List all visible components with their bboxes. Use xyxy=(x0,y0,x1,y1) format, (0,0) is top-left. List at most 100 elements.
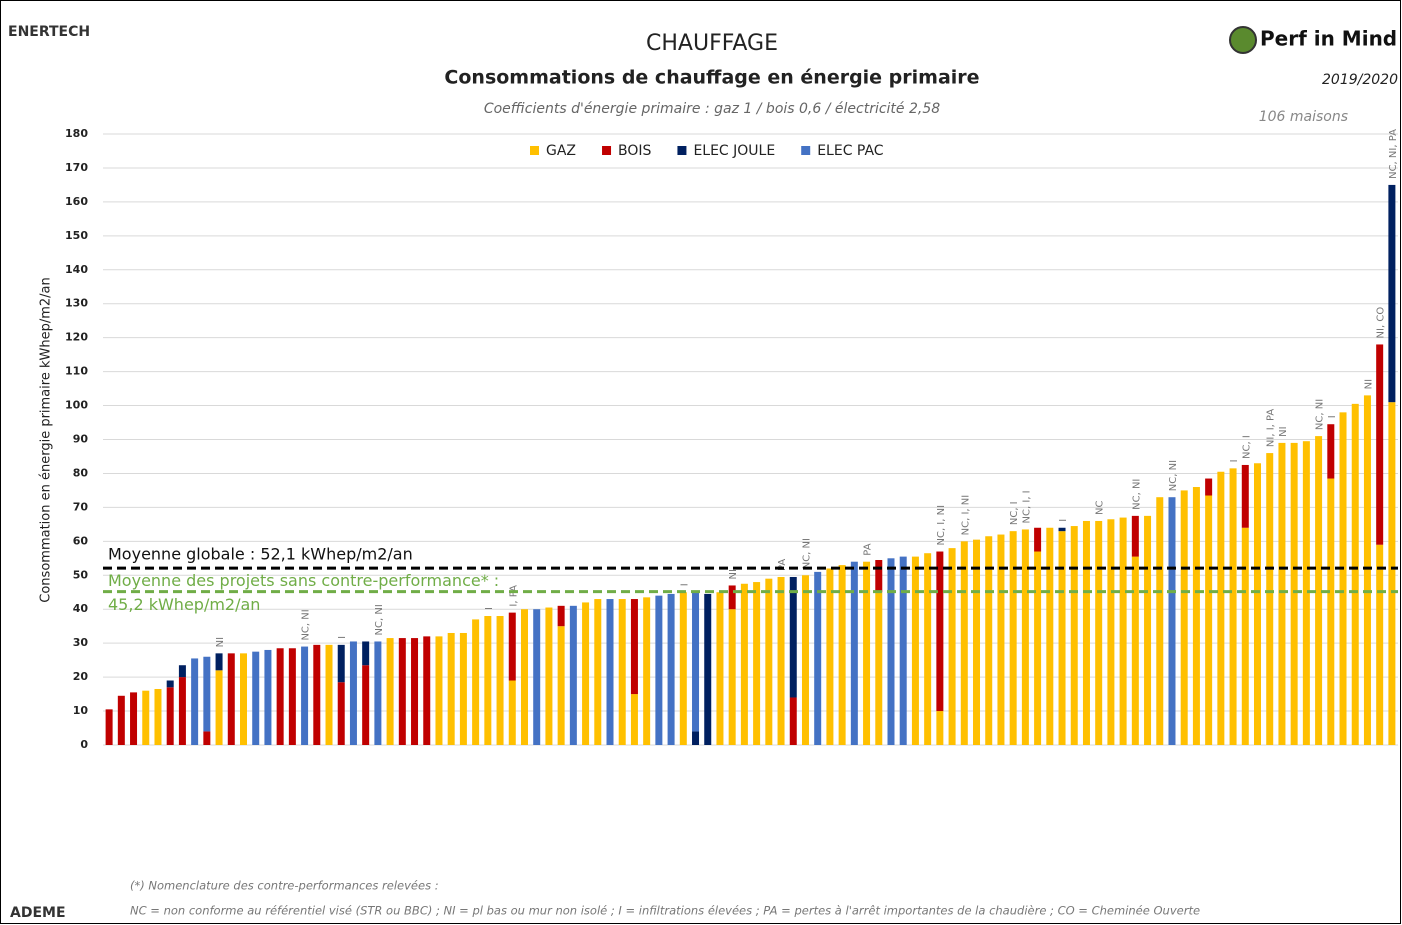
bar-segment xyxy=(166,680,174,688)
bar-segment xyxy=(1021,529,1029,745)
period: 2019/2020 xyxy=(1322,72,1398,88)
bar-segment xyxy=(960,541,968,745)
bar-segment xyxy=(178,677,186,745)
brand-left: ENERTECH xyxy=(8,24,90,40)
bar-segment xyxy=(643,597,651,745)
bar-annotation: NI xyxy=(728,569,739,579)
bar-annotation: NI xyxy=(1278,426,1289,436)
bar-annotation: NC, I, NI xyxy=(936,505,947,546)
bar-segment xyxy=(1107,519,1115,745)
bar-segment xyxy=(985,536,993,745)
bar-segment xyxy=(545,607,553,745)
bar-segment xyxy=(337,682,345,745)
y-tick-label: 0 xyxy=(80,738,88,751)
bar-segment xyxy=(814,571,822,745)
bar-segment xyxy=(362,665,370,745)
bar-annotation: NC, NI xyxy=(1168,460,1179,491)
bar-segment xyxy=(1388,184,1396,403)
y-tick-label: 20 xyxy=(73,670,89,683)
y-axis-title: Consommation en énergie primaire kWhep/m… xyxy=(39,277,54,602)
reference-label: Moyenne globale : 52,1 kWhep/m2/an xyxy=(108,545,413,564)
bar-segment xyxy=(582,602,590,745)
bar-segment xyxy=(325,644,333,745)
y-tick-label: 50 xyxy=(73,568,89,581)
reference-label: Moyenne des projets sans contre-performa… xyxy=(108,571,499,590)
bar-segment xyxy=(1290,442,1298,745)
bar-segment xyxy=(1376,344,1384,545)
bar-segment xyxy=(765,578,773,745)
bar-segment xyxy=(215,653,223,671)
y-tick-label: 30 xyxy=(73,636,89,649)
bar-segment xyxy=(1192,487,1200,745)
bar-segment xyxy=(435,636,443,745)
bar-segment xyxy=(863,561,871,745)
bar-segment xyxy=(1058,531,1066,745)
bar-segment xyxy=(899,556,907,745)
bar-segment xyxy=(875,560,883,593)
bar-annotation: PA xyxy=(777,559,788,571)
bar-segment xyxy=(362,641,370,666)
y-tick-label: 180 xyxy=(65,127,88,140)
bar-annotation: NC, I xyxy=(1241,435,1252,459)
bar-segment xyxy=(1351,403,1359,745)
logo: Perf in Mind xyxy=(1260,27,1397,51)
bar-segment xyxy=(569,605,577,745)
bar-segment xyxy=(740,583,748,745)
bar-segment xyxy=(728,585,736,610)
bar-segment xyxy=(496,616,504,745)
y-tick-label: 110 xyxy=(65,365,88,378)
bar-annotation: I xyxy=(1327,415,1338,418)
bar-segment xyxy=(215,670,223,745)
bar-segment xyxy=(1034,527,1042,552)
legend-swatch xyxy=(602,146,612,155)
legend-swatch xyxy=(801,146,811,155)
bar-segment xyxy=(533,609,541,745)
bar-annotation: NC, I xyxy=(1009,501,1020,525)
bar-segment xyxy=(264,649,272,745)
bar-segment xyxy=(191,658,199,745)
bar-segment xyxy=(1278,442,1286,745)
bar-segment xyxy=(1327,478,1335,745)
bar-segment xyxy=(252,651,260,745)
bar-segment xyxy=(1205,478,1213,496)
y-tick-label: 160 xyxy=(65,195,88,208)
bar-segment xyxy=(557,605,565,627)
footnote-title: (*) Nomenclature des contre-performances… xyxy=(130,879,439,893)
y-tick-label: 120 xyxy=(65,331,88,344)
bar-segment xyxy=(1217,471,1225,745)
bar-segment xyxy=(973,539,981,745)
legend-swatch xyxy=(530,146,539,155)
bar-segment xyxy=(1315,436,1323,745)
bar-annotation: NC, NI xyxy=(301,609,312,640)
bar-segment xyxy=(716,592,724,745)
bar-segment xyxy=(777,576,785,745)
bar-segment xyxy=(557,626,565,745)
bar-segment xyxy=(789,697,797,745)
bar-segment xyxy=(936,711,944,745)
reference-label: 45,2 kWhep/m2/an xyxy=(108,595,260,614)
bar-segment xyxy=(1119,517,1127,745)
bar-segment xyxy=(753,582,761,745)
bar-segment xyxy=(667,593,675,745)
bar-annotation: NC, NI xyxy=(1315,399,1326,430)
bar-segment xyxy=(447,632,455,745)
y-tick-label: 40 xyxy=(73,602,89,615)
bar-segment xyxy=(411,638,419,745)
bar-segment xyxy=(618,599,626,745)
bar-segment xyxy=(484,616,492,745)
bar-segment xyxy=(655,595,663,745)
bar-segment xyxy=(1339,412,1347,745)
bar-annotation: I xyxy=(1229,459,1240,462)
bar-segment xyxy=(423,636,431,745)
brand-bottom: ADEME xyxy=(10,905,66,921)
bar-segment xyxy=(1156,497,1164,745)
bar-segment xyxy=(520,609,528,745)
bar-segment xyxy=(337,644,345,683)
bar-annotation: I xyxy=(679,583,690,586)
legend-label: BOIS xyxy=(618,143,652,159)
y-tick-label: 70 xyxy=(73,500,89,513)
bar-segment xyxy=(936,551,944,712)
legend-label: ELEC JOULE xyxy=(693,143,775,159)
bar-segment xyxy=(1241,464,1249,528)
bar-segment xyxy=(1009,531,1017,745)
